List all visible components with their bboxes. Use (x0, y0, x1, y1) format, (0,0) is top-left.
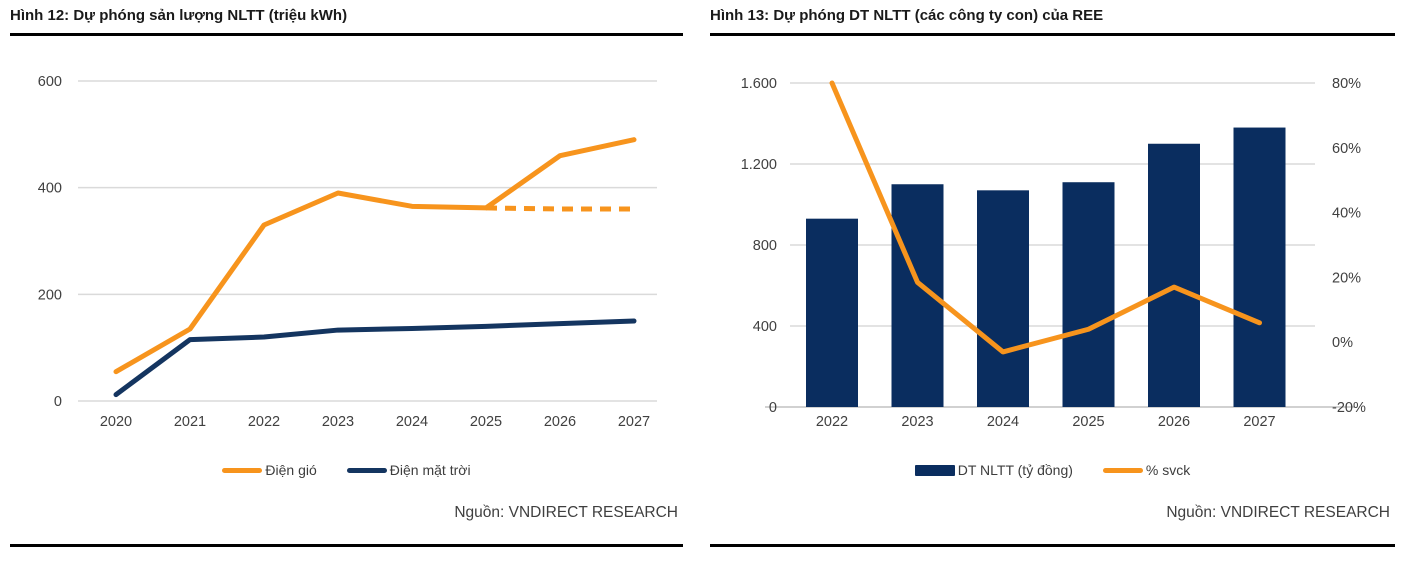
figure-13-title: Hình 13: Dự phóng DT NLTT (các công ty c… (710, 7, 1104, 24)
x-tick-label: 2020 (100, 414, 132, 430)
left-y-tick-label: 400 (753, 319, 777, 335)
figure-12-legend: Điện gió Điện mặt trời (10, 462, 683, 478)
figure-12-title: Hình 12: Dự phóng sản lượng NLTT (triệu … (10, 7, 348, 24)
legend-label: % svck (1145, 462, 1191, 478)
x-tick-label: 2021 (174, 414, 206, 430)
bar (1148, 143, 1200, 407)
x-tick-label: 2024 (396, 414, 428, 430)
series-line (113, 137, 637, 375)
x-tick-label: 2023 (901, 414, 933, 430)
legend-line-swatch (346, 467, 387, 473)
legend-label: DT NLTT (tỷ đồng) (957, 462, 1073, 478)
bar (1062, 182, 1115, 407)
right-y-tick-label: 40% (1332, 206, 1361, 222)
figure-13-title-underline (710, 33, 1395, 36)
x-tick-label: 2022 (816, 414, 848, 430)
figure-12-bottom-border (10, 544, 683, 547)
left-y-tick-label: 800 (753, 238, 777, 254)
x-tick-label: 2024 (987, 414, 1019, 430)
legend-item: Điện gió (222, 462, 317, 478)
x-tick-label: 2023 (322, 414, 354, 430)
x-tick-label: 2027 (618, 414, 650, 430)
y-tick-label: 600 (38, 74, 62, 90)
left-y-tick-label: 1.200 (741, 157, 777, 173)
figure-13-bar-line-chart: 0 400 800 1.200 1.600 -20% 0% 20% 40% 60% 80% 2022 2… (741, 76, 1366, 430)
figure-13-bottom-border (710, 544, 1395, 547)
x-tick-label: 2025 (470, 414, 502, 430)
bar (806, 218, 858, 407)
y-tick-label: 400 (38, 181, 62, 197)
legend-label: Điện gió (265, 462, 317, 478)
legend-item: Điện mặt trời (346, 462, 471, 478)
series-line (829, 80, 1262, 355)
x-tick-label: 2027 (1243, 414, 1275, 430)
right-y-tick-label: -20% (1332, 400, 1366, 416)
legend-line-swatch (222, 467, 263, 473)
y-tick-label: 200 (38, 287, 62, 303)
legend-item: % svck (1102, 462, 1191, 478)
x-tick-label: 2025 (1072, 414, 1104, 430)
legend-bar-swatch (914, 464, 955, 476)
legend-item: DT NLTT (tỷ đồng) (914, 462, 1073, 478)
legend-label: Điện mặt trời (389, 462, 471, 478)
figure-13-panel: Hình 13: Dự phóng DT NLTT (các công ty c… (710, 0, 1395, 561)
figure-12-line-chart: 0 200 400 600 2020 2021 2022 2023 2024 2025 2026 20… (38, 74, 657, 430)
right-y-tick-label: 20% (1332, 270, 1361, 286)
right-y-tick-label: 0% (1332, 335, 1353, 351)
x-tick-label: 2026 (1158, 414, 1190, 430)
figure-12-panel: Hình 12: Dự phóng sản lượng NLTT (triệu … (10, 0, 683, 561)
left-y-tick-label: 1.600 (741, 76, 777, 92)
bar (1233, 127, 1286, 408)
right-y-tick-label: 80% (1332, 76, 1361, 92)
figure-13-legend: DT NLTT (tỷ đồng) % svck (710, 462, 1395, 478)
series-dashed-line (485, 205, 634, 212)
figure-13-source: Nguồn: VNDIRECT RESEARCH (1166, 504, 1390, 521)
y-tick-label: 0 (54, 394, 62, 410)
bar (977, 190, 1029, 407)
x-tick-label: 2026 (544, 414, 576, 430)
figure-12-title-underline (10, 33, 683, 36)
right-y-tick-label: 60% (1332, 141, 1361, 157)
x-tick-label: 2022 (248, 414, 280, 430)
left-y-tick-label: 0 (769, 400, 777, 416)
legend-line-swatch (1102, 467, 1143, 473)
series-line (113, 318, 637, 398)
figure-12-source: Nguồn: VNDIRECT RESEARCH (454, 504, 678, 521)
